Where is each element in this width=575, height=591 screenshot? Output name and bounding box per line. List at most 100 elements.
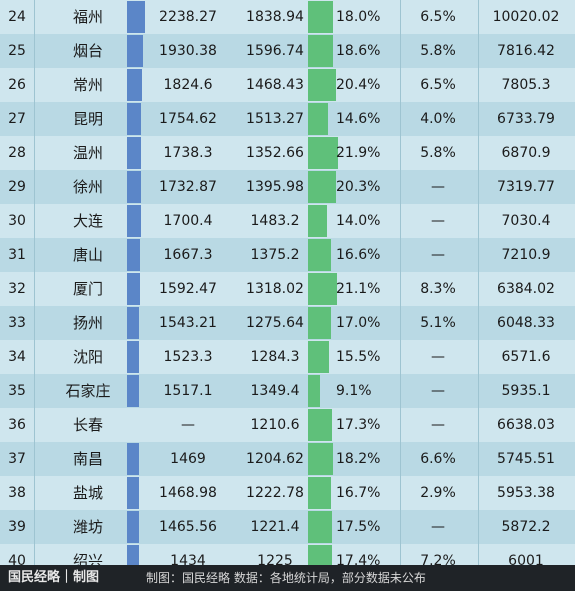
city-cell: 常州 (72, 76, 103, 94)
value1-cell: 1592.47 (159, 281, 217, 297)
value2-cell: 1349.4 (250, 383, 300, 399)
share-cell: 8.3% (420, 281, 456, 297)
growth-cell: 15.5% (336, 349, 381, 365)
column-divider (478, 0, 479, 565)
value1-cell: 1738.3 (163, 145, 213, 161)
table-row: 29 徐州 1732.87 1395.98 20.3% — 7319.77 (0, 170, 575, 204)
v1-bar (127, 137, 141, 169)
value3-cell: 7030.4 (501, 213, 551, 229)
value3-cell: 5935.1 (501, 383, 551, 399)
v1-bar (127, 511, 139, 543)
rank-cell: 35 (8, 383, 26, 399)
rank-cell: 30 (8, 213, 26, 229)
city-cell: 沈阳 (72, 348, 103, 366)
value2-cell: 1284.3 (250, 349, 300, 365)
city-cell: 昆明 (72, 110, 103, 128)
rank-cell: 32 (8, 281, 26, 297)
v1-bar (127, 205, 141, 237)
growth-cell: 17.5% (336, 519, 381, 535)
table-row: 37 南昌 1469 1204.62 18.2% 6.6% 5745.51 (0, 442, 575, 476)
growth-cell: 16.7% (336, 485, 381, 501)
value2-cell: 1838.94 (246, 9, 304, 25)
share-cell: 5.8% (420, 43, 456, 59)
growth-bar (308, 171, 336, 203)
value2-cell: 1596.74 (246, 43, 304, 59)
value2-cell: 1483.2 (250, 213, 300, 229)
source-note: 制图：国民经略 数据：各地统计局，部分数据未公布 (146, 571, 426, 585)
value2-cell: 1375.2 (250, 247, 300, 263)
rank-cell: 26 (8, 77, 26, 93)
city-cell: 南昌 (72, 450, 103, 468)
table-row: 28 温州 1738.3 1352.66 21.9% 5.8% 6870.9 (0, 136, 575, 170)
table-row: 32 厦门 1592.47 1318.02 21.1% 8.3% 6384.02 (0, 272, 575, 306)
value2-cell: 1222.78 (246, 485, 304, 501)
growth-cell: 9.1% (336, 383, 372, 399)
city-cell: 厦门 (72, 280, 103, 298)
growth-cell: 18.0% (336, 9, 381, 25)
growth-cell: 14.6% (336, 111, 381, 127)
v1-bar (127, 1, 145, 33)
table-row: 36 长春 — 1210.6 17.3% — 6638.03 (0, 408, 575, 442)
growth-cell: 20.3% (336, 179, 381, 195)
rank-cell: 38 (8, 485, 26, 501)
column-divider (34, 0, 35, 565)
growth-cell: 21.1% (336, 281, 381, 297)
value1-cell: 1543.21 (159, 315, 217, 331)
city-cell: 潍坊 (72, 518, 103, 536)
rank-cell: 31 (8, 247, 26, 263)
growth-bar (308, 239, 331, 271)
growth-cell: 18.2% (336, 451, 381, 467)
value1-cell: 1469 (170, 451, 206, 467)
table-row: 34 沈阳 1523.3 1284.3 15.5% — 6571.6 (0, 340, 575, 374)
value1-cell: 1517.1 (163, 383, 213, 399)
value2-cell: 1395.98 (246, 179, 304, 195)
value3-cell: 6384.02 (497, 281, 555, 297)
value3-cell: 7816.42 (497, 43, 555, 59)
v1-bar (127, 239, 141, 271)
v1-bar (127, 171, 141, 203)
growth-bar (308, 1, 333, 33)
city-cell: 扬州 (72, 314, 103, 332)
share-cell: 6.5% (420, 9, 456, 25)
share-cell: — (431, 213, 445, 229)
city-cell: 石家庄 (65, 382, 111, 400)
brand-label: 国民经略｜制图 (8, 570, 100, 585)
value1-cell: — (181, 417, 195, 433)
share-cell: — (431, 383, 445, 399)
value1-cell: 1468.98 (159, 485, 217, 501)
rank-cell: 36 (8, 417, 26, 433)
v1-bar (127, 477, 139, 509)
value2-cell: 1204.62 (246, 451, 304, 467)
growth-bar (308, 375, 321, 407)
growth-bar (308, 477, 331, 509)
table-row: 26 常州 1824.6 1468.43 20.4% 6.5% 7805.3 (0, 68, 575, 102)
value2-cell: 1352.66 (246, 145, 304, 161)
value2-cell: 1513.27 (246, 111, 304, 127)
table-row: 30 大连 1700.4 1483.2 14.0% — 7030.4 (0, 204, 575, 238)
share-cell: — (431, 247, 445, 263)
value3-cell: 5745.51 (497, 451, 555, 467)
value3-cell: 6048.33 (497, 315, 555, 331)
share-cell: — (431, 417, 445, 433)
growth-bar (308, 35, 334, 67)
table-row: 39 潍坊 1465.56 1221.4 17.5% — 5872.2 (0, 510, 575, 544)
value1-cell: 1754.62 (159, 111, 217, 127)
value2-cell: 1275.64 (246, 315, 304, 331)
v1-bar (127, 375, 140, 407)
growth-bar (308, 69, 336, 101)
value1-cell: 1465.56 (159, 519, 217, 535)
city-cell: 盐城 (72, 484, 103, 502)
share-cell: 5.8% (420, 145, 456, 161)
value2-cell: 1221.4 (250, 519, 300, 535)
share-cell: 6.6% (420, 451, 456, 467)
value3-cell: 6870.9 (501, 145, 551, 161)
city-cell: 唐山 (72, 246, 103, 264)
value2-cell: 1468.43 (246, 77, 304, 93)
city-cell: 烟台 (72, 42, 103, 60)
value3-cell: 5872.2 (501, 519, 551, 535)
table-row: 24 福州 2238.27 1838.94 18.0% 6.5% 10020.02 (0, 0, 575, 34)
growth-bar (308, 103, 328, 135)
growth-bar (308, 443, 333, 475)
v1-bar (127, 103, 142, 135)
share-cell: — (431, 349, 445, 365)
